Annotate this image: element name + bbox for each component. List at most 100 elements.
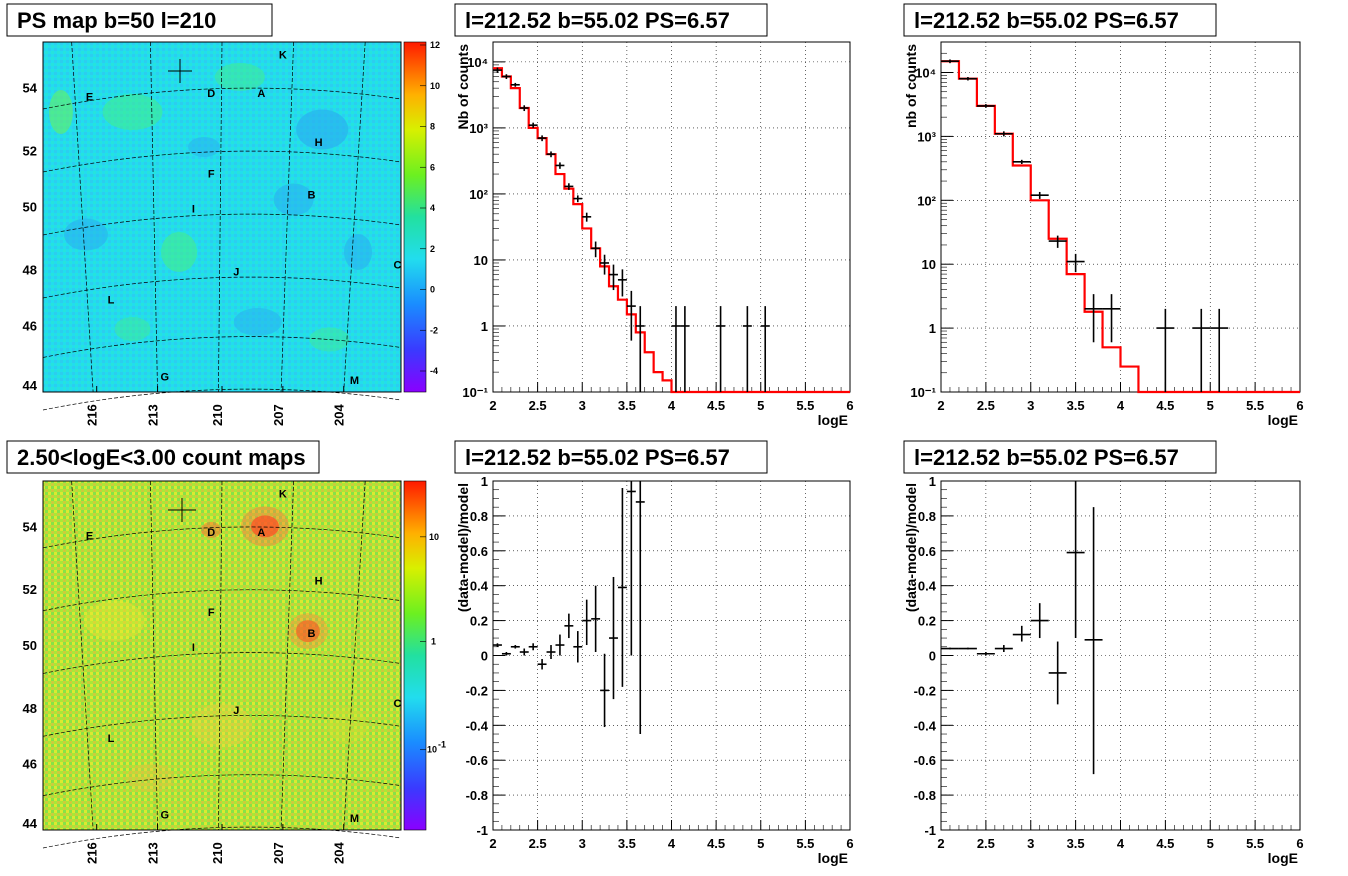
- map-source-label: D: [207, 88, 215, 100]
- ps-map-crosshair: [168, 59, 192, 83]
- data-point: [564, 183, 574, 190]
- map-latitude-line: [42, 336, 402, 358]
- map-blob: [63, 218, 108, 251]
- data-point: [493, 643, 502, 647]
- y-tick-label: 0.6: [918, 544, 936, 559]
- y-tick-label: 1: [481, 474, 488, 489]
- data-point: [555, 634, 565, 656]
- data-point: [1192, 308, 1211, 392]
- x-tick-label: 4: [1117, 836, 1125, 851]
- ps-map-x-ticks: 216 213 210 207 204: [85, 386, 347, 426]
- x-tick-label: 2: [937, 836, 944, 851]
- map-source-label: G: [160, 810, 169, 822]
- map-latitude-line: [42, 652, 402, 674]
- x-tick-label: 3.5: [1067, 398, 1085, 413]
- data-point: [1030, 603, 1049, 639]
- data-point: [1066, 253, 1085, 273]
- y-tick-label: 0: [481, 649, 488, 664]
- x-tick-label: 3: [579, 398, 586, 413]
- data-point: [591, 241, 601, 258]
- data-point: [537, 658, 547, 670]
- plot2-title-box: l=212.52 b=55.02 PS=6.57: [903, 3, 1217, 37]
- data-point: [609, 576, 618, 700]
- y-tick-label: 10⁻¹: [910, 385, 936, 400]
- colorbar-tick-label: 10: [430, 81, 440, 91]
- data-point: [626, 290, 636, 341]
- data-point: [609, 264, 618, 291]
- map-source-label: B: [308, 190, 316, 202]
- map-latitude-line: [42, 589, 402, 612]
- x-axis-title: logE: [1268, 412, 1298, 428]
- ps-map-y-ticks: 54 52 50 48 46 44: [23, 81, 38, 394]
- x-tick-label: 3: [1027, 836, 1034, 851]
- colorbar-tick-label: 10: [429, 532, 439, 542]
- data-point: [582, 599, 592, 646]
- x-tick-label: 4.5: [1156, 836, 1174, 851]
- x-tick-label: 6: [1296, 836, 1303, 851]
- map-source-label: M: [350, 813, 359, 825]
- data-point: [1210, 308, 1229, 392]
- colorbar-tick-label: 4: [430, 203, 435, 213]
- y-tick-label: 10⁴: [467, 55, 488, 70]
- x-tick-label: 2: [489, 398, 496, 413]
- data-point: [1156, 308, 1175, 392]
- colorbar-tick-label: 12: [430, 40, 440, 50]
- x-tick-label: 3.5: [1067, 836, 1085, 851]
- map-source-label: D: [207, 527, 215, 539]
- data-points: [493, 67, 770, 392]
- x-tick-label: 3.5: [618, 398, 636, 413]
- ps-map-colorbar: [403, 41, 427, 393]
- map-y-tick-label: 46: [23, 757, 37, 772]
- data-point: [976, 104, 995, 108]
- data-point: [546, 151, 556, 158]
- data-point: [600, 653, 610, 728]
- data-point: [976, 652, 995, 656]
- map-blob: [273, 183, 314, 216]
- y-tick-label: 10: [474, 253, 488, 268]
- x-tick-label: 5.5: [796, 836, 814, 851]
- count-map-crosshair: [168, 498, 196, 522]
- map-latitude-line: [42, 715, 402, 737]
- map-y-tick-label: 46: [23, 319, 37, 334]
- y-tick-label: 1: [929, 321, 936, 336]
- map-source-label: E: [86, 530, 93, 542]
- y-tick-label: 0: [929, 649, 936, 664]
- data-point: [994, 645, 1013, 653]
- data-point: [958, 647, 977, 650]
- data-point: [537, 135, 547, 142]
- data-point: [1048, 641, 1067, 705]
- map-source-label: J: [233, 267, 239, 279]
- map-blob: [287, 613, 328, 650]
- data-point: [994, 131, 1013, 137]
- map-latitude-line: [42, 774, 402, 796]
- map-y-tick-label: 54: [23, 81, 38, 96]
- y-tick-label: 0.4: [918, 579, 937, 594]
- data-point: [528, 122, 538, 128]
- map-blob: [188, 137, 221, 157]
- data-point: [510, 82, 520, 87]
- x-axis-title: logE: [818, 850, 848, 866]
- map-x-tick-label: 213: [146, 404, 161, 426]
- count-map-colorbar: [403, 480, 427, 831]
- y-tick-label: -0.2: [914, 683, 936, 698]
- colorbar-tick-label: 1: [431, 637, 436, 647]
- data-point: [1048, 235, 1067, 248]
- data-point: [941, 59, 959, 64]
- map-source-label: E: [86, 92, 93, 104]
- data-point: [510, 645, 520, 649]
- x-tick-label: 5.5: [1246, 398, 1264, 413]
- map-y-tick-label: 52: [23, 582, 37, 597]
- map-longitude-line: [343, 480, 366, 831]
- x-tick-label: 2.5: [529, 836, 547, 851]
- map-y-tick-label: 50: [23, 638, 37, 653]
- plot4-title: l=212.52 b=55.02 PS=6.57: [914, 445, 1179, 470]
- y-tick-label: -0.8: [466, 788, 488, 803]
- map-longitude-line: [280, 480, 294, 831]
- x-tick-label: 5: [757, 836, 764, 851]
- data-point: [501, 652, 511, 656]
